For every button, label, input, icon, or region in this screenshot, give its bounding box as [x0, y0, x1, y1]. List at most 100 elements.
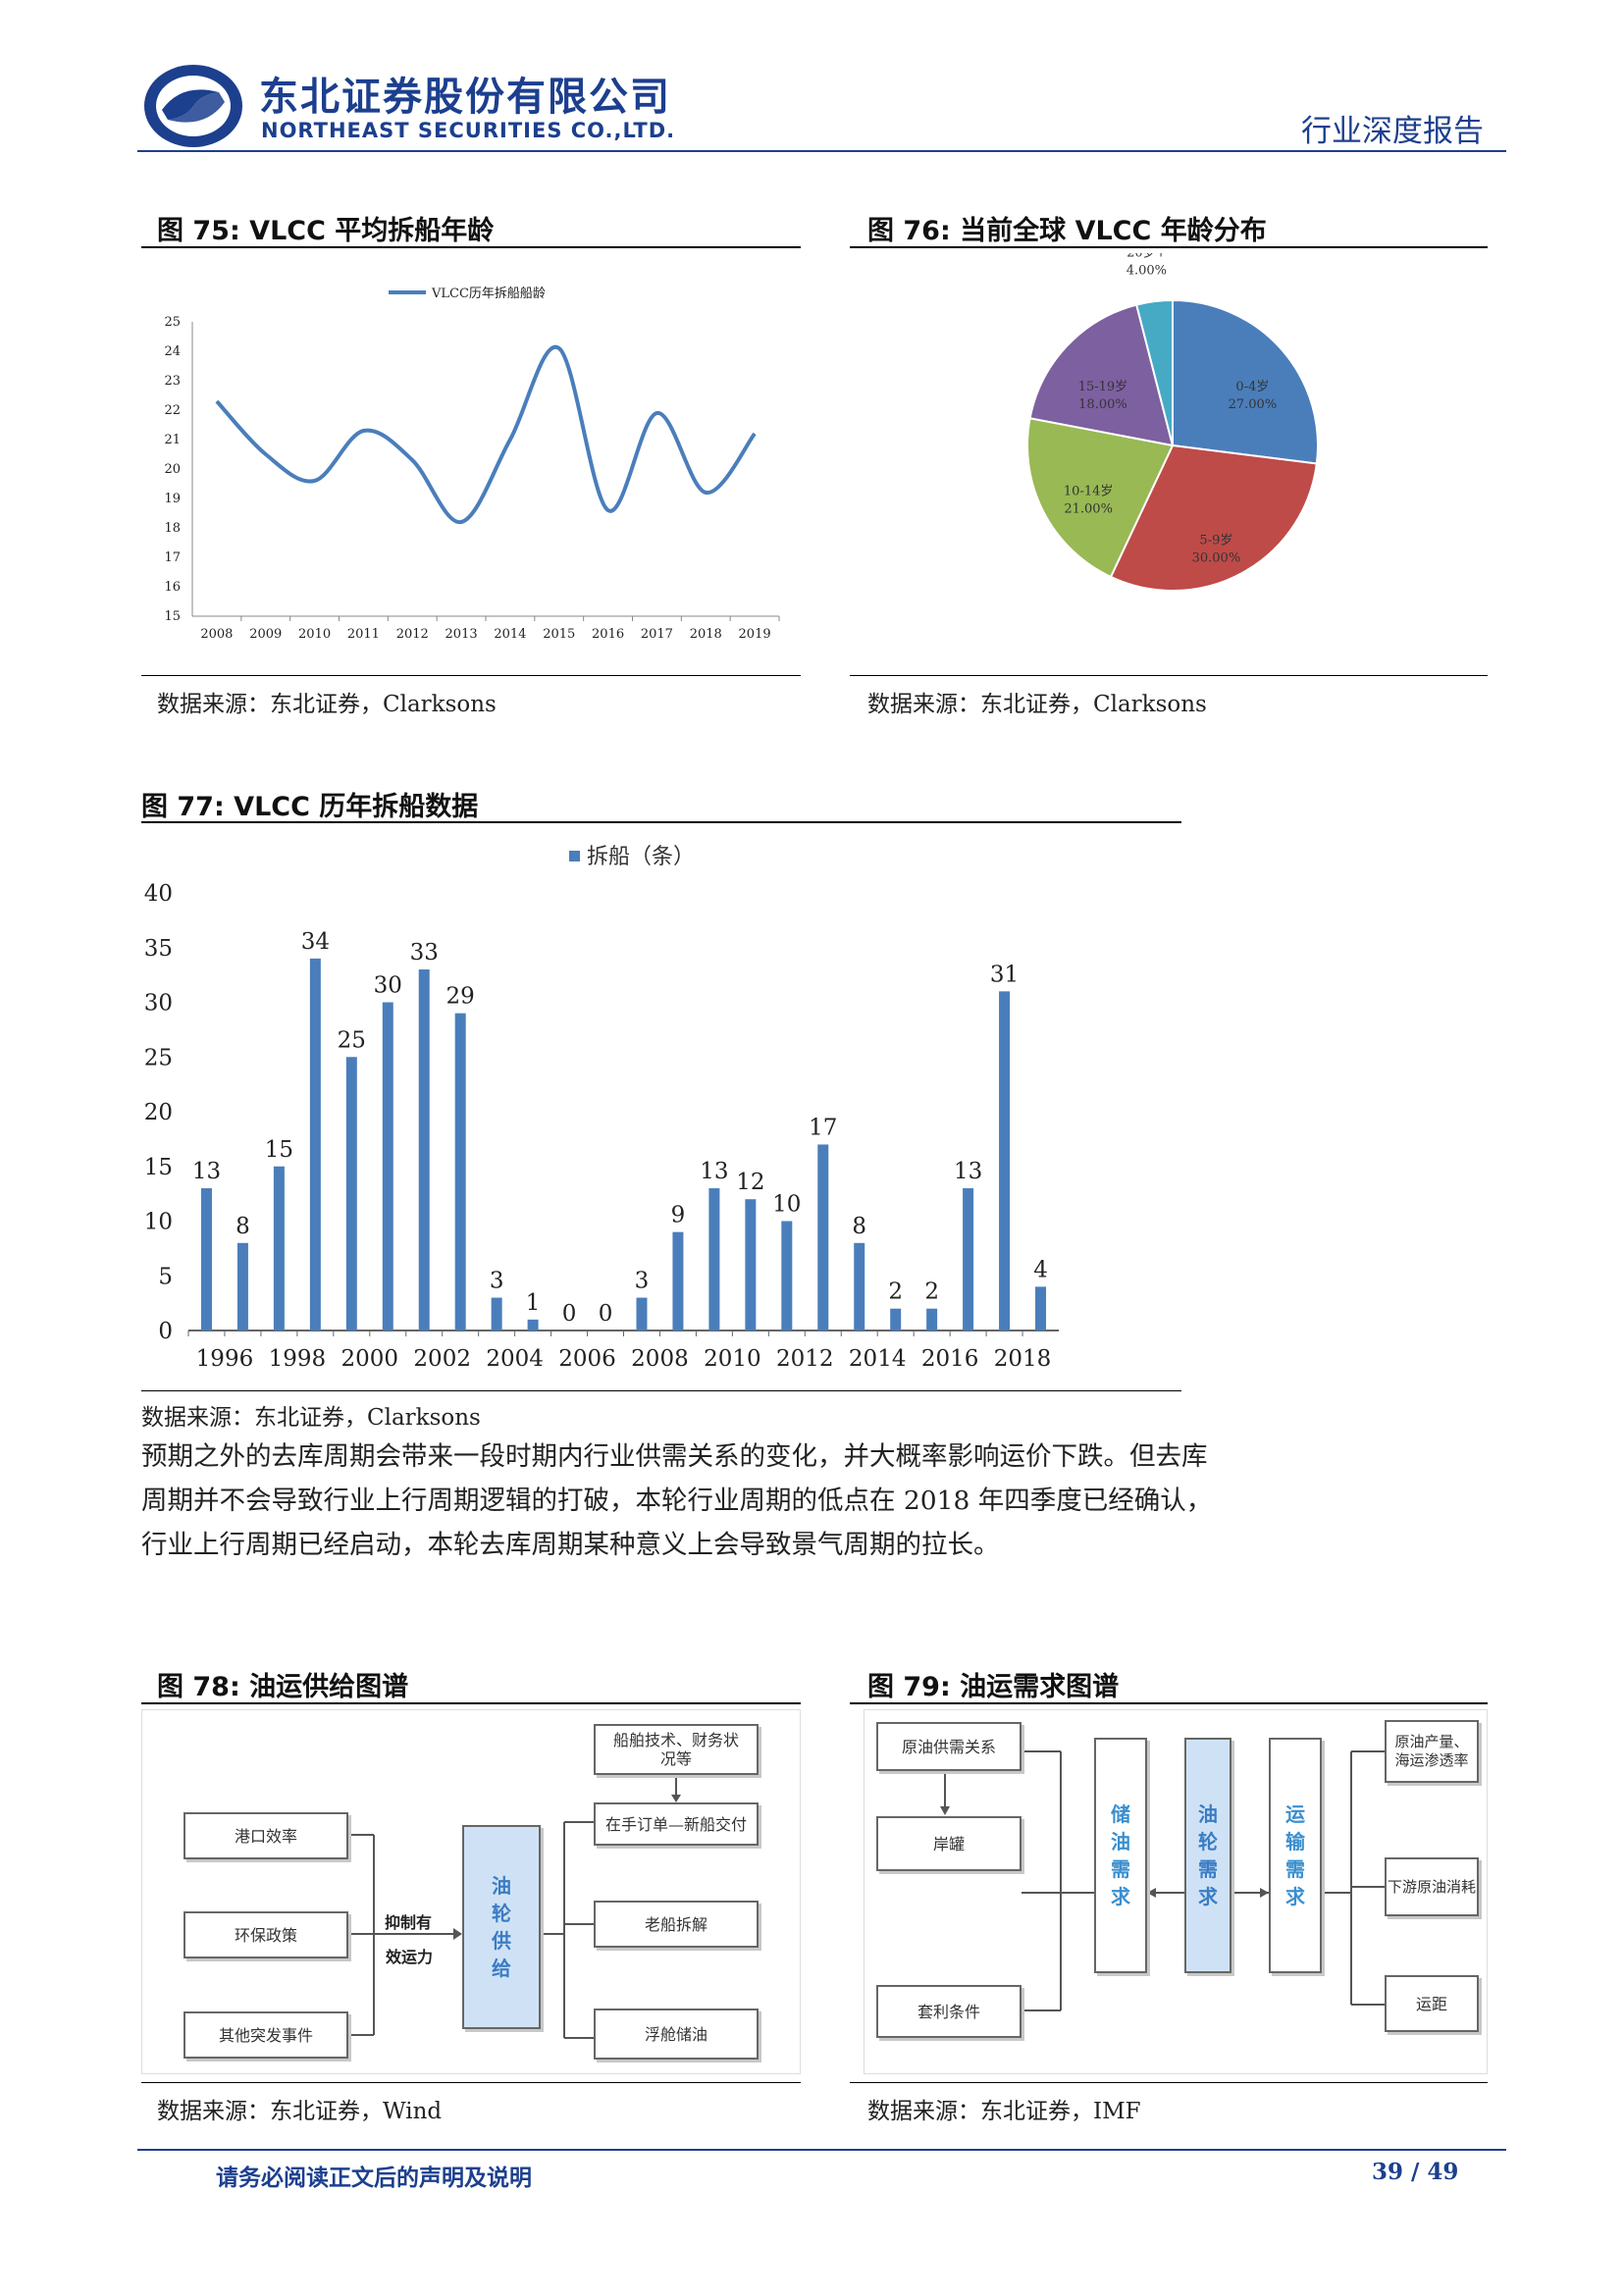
fig75-x-tick: 2012 [396, 627, 429, 642]
fig77-title: 图 77: VLCC 历年拆船数据 [141, 792, 479, 822]
fig77-x-tick: 2016 [921, 1346, 979, 1372]
fig77-bottom-rule [141, 1390, 1181, 1391]
fig77-x-tick: 2002 [413, 1346, 471, 1372]
fig76-slice-pct: 27.00% [1229, 397, 1278, 412]
fig75-bottom-rule [141, 675, 801, 676]
fig77-data-label: 25 [338, 1027, 366, 1053]
fig77-bar [1035, 1286, 1047, 1331]
body-paragraph: 预期之外的去库周期会带来一段时期内行业供需关系的变化，并大概率影响运价下跌。但去… [141, 1441, 1213, 1560]
header-rule [137, 150, 1506, 152]
fig77-x-tick: 2000 [341, 1346, 399, 1372]
fig77-data-label: 1 [526, 1290, 541, 1316]
fig78-source: 数据来源：东北证券，Wind [157, 2099, 443, 2124]
fig78-top-rule [141, 1702, 801, 1704]
fig77-y-tick: 15 [144, 1155, 173, 1180]
fig77-bar [382, 1002, 393, 1331]
fig77-y-tick: 0 [158, 1319, 173, 1344]
fig77-x-tick: 2010 [704, 1346, 761, 1372]
fig77-bar [999, 991, 1011, 1331]
fig77-data-label: 8 [236, 1214, 250, 1239]
fig76-slice-pct: 4.00% [1126, 264, 1167, 279]
fig77-data-label: 34 [301, 929, 330, 955]
fig77-x-tick: 1998 [269, 1346, 327, 1372]
fig77-bar [491, 1297, 502, 1331]
fig77-bar [345, 1057, 357, 1331]
fig79-storage-text: 储油需求 [1111, 1802, 1130, 1908]
fig77-data-label: 30 [374, 973, 402, 999]
fig76-top-rule [850, 246, 1488, 248]
fig77-bar [636, 1297, 648, 1331]
fig78-diagram: 港口效率 环保政策 其他突发事件 抑制有 效运力 油轮供给 船舶技术、财务状况等… [141, 1709, 801, 2074]
fig76-title: 图 76: 当前全球 VLCC 年龄分布 [867, 216, 1267, 246]
fig77-y-tick: 25 [144, 1045, 173, 1070]
fig77-bar [963, 1188, 974, 1331]
fig79-center-text: 油轮需求 [1198, 1802, 1218, 1908]
fig77-bar [781, 1221, 793, 1331]
fig76-slice-pct: 18.00% [1078, 397, 1127, 412]
fig77-x-tick: 2018 [994, 1346, 1052, 1372]
fig78-connector-label-1: 抑制有 [385, 1913, 433, 1932]
fig76-slice-label: 15-19岁 [1078, 380, 1127, 394]
fig76-slice [1134, 298, 1174, 446]
fig75-y-tick: 15 [164, 609, 181, 624]
fig75-y-tick: 23 [164, 374, 181, 389]
fig75-x-tick: 2009 [249, 627, 282, 642]
fig77-bar [745, 1199, 757, 1331]
fig78-box-tech-finance: 船舶技术、财务状况等 [594, 1724, 759, 1775]
fig79-box-transport-demand: 运输需求 [1269, 1738, 1322, 1973]
fig77-legend-swatch [569, 851, 580, 861]
fig75-y-tick: 20 [164, 462, 181, 477]
fig77-data-label: 10 [772, 1192, 801, 1218]
fig78-box-other-events: 其他突发事件 [183, 2011, 348, 2059]
fig76-slice [1172, 298, 1319, 465]
fig78-connectors [349, 1775, 681, 2039]
fig77-data-label: 13 [192, 1159, 221, 1184]
fig76-slice-label: 20岁+ [1126, 253, 1166, 261]
footer-disclaimer: 请务必阅读正文后的声明及说明 [216, 2166, 532, 2191]
fig75-series-line [215, 344, 757, 524]
fig75-y-tick: 24 [164, 344, 181, 359]
fig77-x-tick: 2012 [776, 1346, 834, 1372]
fig77-data-label: 2 [924, 1279, 939, 1305]
report-type: 行业深度报告 [1301, 114, 1484, 149]
fig77-data-label: 4 [1033, 1257, 1048, 1282]
fig75-x-tick: 2014 [494, 627, 526, 642]
fig77-x-tick: 2014 [849, 1346, 907, 1372]
fig79-box-downstream: 下游原油消耗 [1385, 1857, 1479, 1916]
fig77-data-label: 33 [410, 940, 439, 965]
footer-rule [137, 2149, 1506, 2151]
fig77-bar [817, 1144, 829, 1331]
fig76-slice-label: 10-14岁 [1064, 484, 1113, 498]
fig77-data-label: 0 [562, 1301, 577, 1327]
fig79-box-supply-demand: 原油供需关系 [876, 1722, 1022, 1771]
fig77-bar [672, 1231, 684, 1331]
fig78-box-port-efficiency: 港口效率 [183, 1812, 348, 1859]
fig77-bar [236, 1242, 248, 1331]
fig75-title: 图 75: VLCC 平均拆船年龄 [157, 216, 495, 246]
fig75-x-tick: 2015 [543, 627, 575, 642]
fig75-legend-label: VLCC历年拆船船龄 [431, 287, 546, 301]
fig77-top-rule [141, 821, 1181, 823]
fig79-box-storage-demand: 储油需求 [1094, 1738, 1147, 1973]
fig76-bottom-rule [850, 675, 1488, 676]
fig79-box-tanker-demand: 油轮需求 [1184, 1738, 1231, 1973]
fig78-connector-label-2: 效运力 [386, 1948, 434, 1966]
fig78-title: 图 78: 油运供给图谱 [157, 1672, 409, 1702]
fig77-data-label: 13 [700, 1159, 728, 1184]
fig79-box-arbitrage: 套利条件 [876, 1985, 1022, 2038]
fig75-x-tick: 2008 [200, 627, 233, 642]
fig75-x-tick: 2018 [690, 627, 722, 642]
fig77-data-label: 9 [671, 1203, 686, 1228]
fig77-data-label: 8 [852, 1214, 866, 1239]
fig75-x-tick: 2013 [445, 627, 478, 642]
fig77-bar [890, 1308, 902, 1331]
fig76-slice-pct: 30.00% [1192, 551, 1241, 566]
fig77-data-label: 15 [265, 1137, 293, 1163]
fig79-bottom-rule [850, 2082, 1488, 2083]
fig77-bar [454, 1013, 466, 1331]
fig75-y-tick: 19 [164, 492, 181, 506]
fig78-box-tanker-supply: 油轮供给 [462, 1825, 541, 2029]
fig78-box-orderbook: 在手订单—新船交付 [594, 1802, 759, 1846]
fig77-data-label: 13 [954, 1159, 982, 1184]
fig77-bar [708, 1188, 720, 1331]
